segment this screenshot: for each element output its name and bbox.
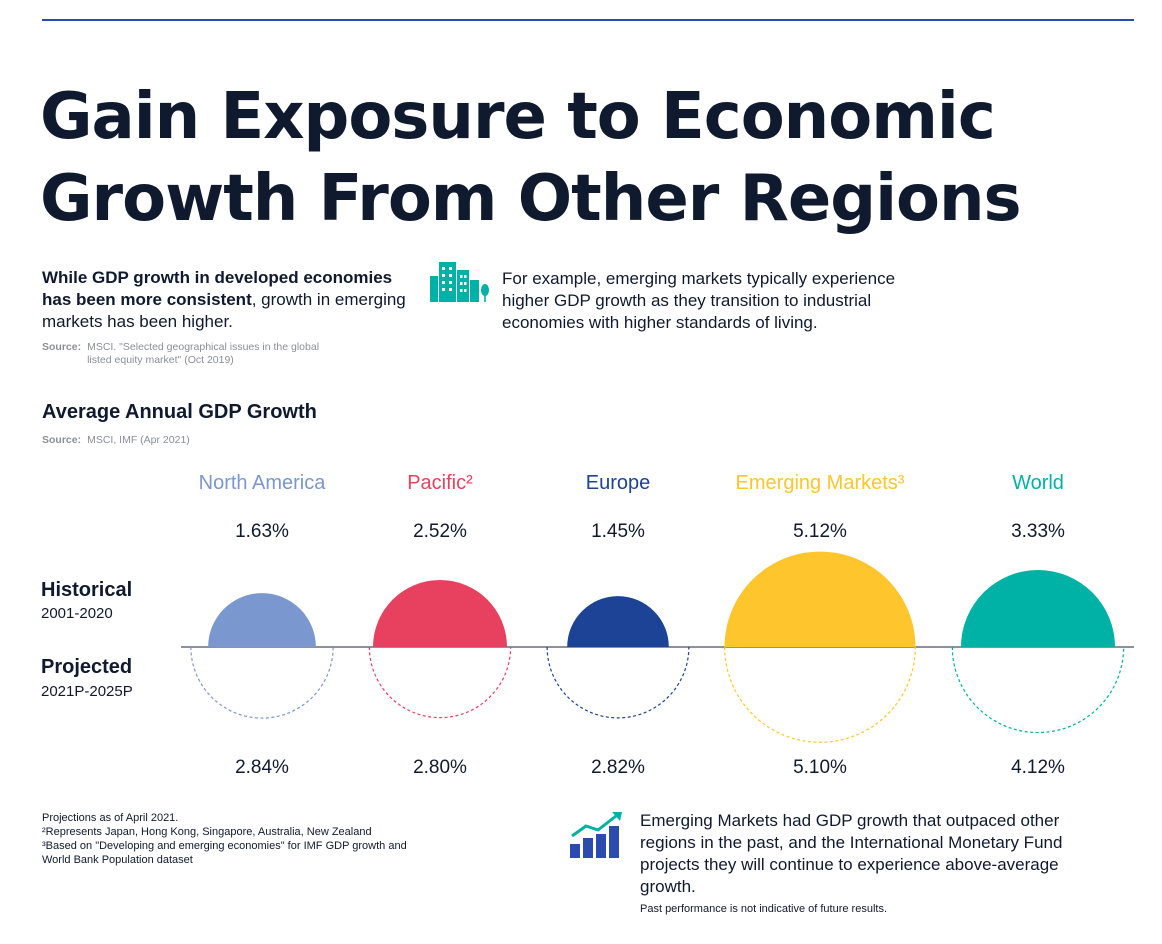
projected-value-world: 4.12%	[1011, 757, 1065, 778]
historical-semicircle-north-america	[208, 593, 316, 647]
category-label-north-america: North America	[199, 472, 327, 494]
source-label: Source:	[42, 341, 82, 353]
projected-semicircle-emerging-markets	[724, 646, 916, 743]
chart-source-text: MSCI, IMF (Apr 2021)	[87, 434, 190, 446]
intro-left-bold: While GDP growth in developed economies …	[42, 268, 393, 309]
category-label-world: World	[1012, 472, 1064, 494]
footnotes: Projections as of April 2021. ²Represent…	[42, 811, 422, 867]
callout-text: Emerging Markets had GDP growth that out…	[640, 811, 1063, 896]
growth-chart-icon	[570, 812, 622, 858]
historical-semicircle-world	[960, 569, 1116, 647]
historical-semicircle-europe	[567, 596, 669, 647]
historical-semicircle-pacific	[373, 580, 507, 647]
disclaimer: Past performance is not indicative of fu…	[640, 903, 888, 915]
projected-label: Projected	[41, 656, 133, 678]
chart-source: Source: MSCI, IMF (Apr 2021)	[42, 434, 190, 447]
historical-value-pacific: 2.52%	[413, 521, 467, 542]
footnote-3: ³Based on "Developing and emerging econo…	[42, 840, 407, 866]
projected-semicircle-pacific	[368, 646, 512, 719]
historical-value-north-america: 1.63%	[235, 521, 289, 542]
historical-label: Historical	[41, 579, 133, 601]
historical-value-europe: 1.45%	[591, 521, 645, 542]
page-title: Gain Exposure to Economic Growth From Ot…	[40, 76, 1140, 240]
category-label-europe: Europe	[586, 472, 651, 494]
intro-source: Source: MSCI. "Selected geographical iss…	[42, 341, 342, 367]
projected-semicircle-north-america	[190, 646, 334, 719]
source-text: MSCI. "Selected geographical issues in t…	[87, 341, 320, 366]
footnote-2: ²Represents Japan, Hong Kong, Singapore,…	[42, 826, 372, 838]
historical-semicircle-emerging-markets	[724, 551, 916, 647]
footnote-1: Projections as of April 2021.	[42, 812, 179, 824]
projected-semicircle-world	[951, 646, 1125, 734]
historical-value-world: 3.33%	[1011, 521, 1065, 542]
top-rule	[42, 19, 1134, 21]
projected-semicircle-europe	[546, 646, 690, 719]
projected-years: 2021P-2025P	[41, 683, 133, 700]
projected-value-emerging-markets: 5.10%	[793, 757, 847, 778]
historical-years: 2001-2020	[41, 605, 113, 622]
projected-value-pacific: 2.80%	[413, 757, 467, 778]
historical-value-emerging-markets: 5.12%	[793, 521, 847, 542]
chart-source-label: Source:	[42, 434, 82, 446]
title-line-2: Growth From Other Regions	[40, 162, 1022, 236]
intro-left-rest: , growth in emerging markets has been hi…	[42, 290, 406, 331]
projected-value-north-america: 2.84%	[235, 757, 289, 778]
intro-right: For example, emerging markets typically …	[502, 269, 896, 332]
projected-value-europe: 2.82%	[591, 757, 645, 778]
intro-left: While GDP growth in developed economies …	[42, 267, 412, 333]
category-label-emerging-markets: Emerging Markets³	[736, 472, 905, 494]
city-buildings-icon	[430, 262, 489, 302]
title-line-1: Gain Exposure to Economic	[40, 80, 996, 154]
chart-title: Average Annual GDP Growth	[42, 401, 317, 423]
gdp-semicircle-chart: North America 1.63% 2.84% Pacific² 2.52% 2.80…	[181, 472, 1134, 778]
category-label-pacific: Pacific²	[407, 472, 473, 494]
